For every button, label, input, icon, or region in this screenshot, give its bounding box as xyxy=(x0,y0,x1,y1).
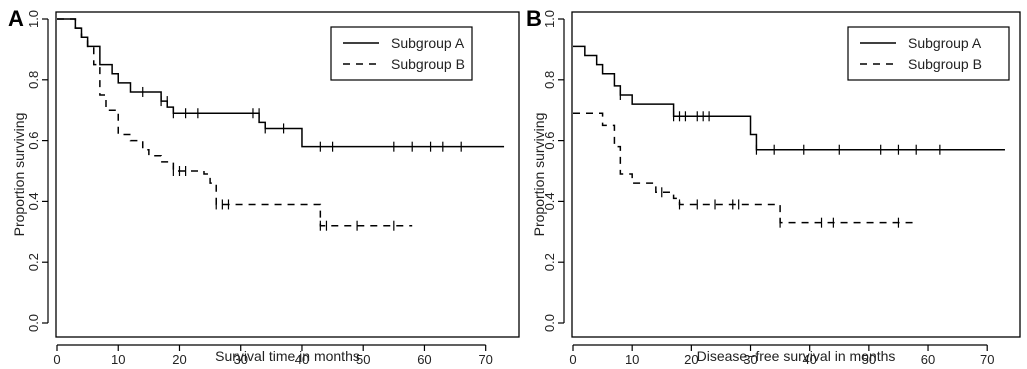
x-tick-label: 70 xyxy=(478,352,492,367)
x-tick-label: 50 xyxy=(356,352,370,367)
series-subgroup-b xyxy=(57,18,413,231)
y-tick-label: 0.6 xyxy=(26,132,41,150)
legend-label: Subgroup B xyxy=(908,56,982,72)
x-tick-label: 30 xyxy=(233,352,247,367)
panel-b: B 0.0 0.2 0.4 0.6 0.8 1.0 0 10 20 30 40 50 60 70 Diseas… xyxy=(526,6,1021,367)
y-tick-label: 0.8 xyxy=(26,71,41,89)
x-tick-label: 10 xyxy=(625,352,639,367)
x-tick-label: 40 xyxy=(295,352,309,367)
x-tick-label: 30 xyxy=(743,352,757,367)
panel-a: A 0.0 0.2 0.4 0.6 0.8 1.0 0 10 20 30 40 50 60 70 Surviv… xyxy=(8,6,520,367)
y-axis-title: Proportion surviving xyxy=(531,113,547,237)
legend: Subgroup A Subgroup B xyxy=(847,26,1010,81)
y-tick-label: 1.0 xyxy=(26,10,41,28)
legend: Subgroup A Subgroup B xyxy=(330,26,473,81)
panel-letter: A xyxy=(8,6,24,31)
plot-frame xyxy=(55,11,520,338)
legend-label: Subgroup A xyxy=(391,35,465,51)
x-tick-label: 40 xyxy=(802,352,816,367)
km-curve xyxy=(57,18,413,227)
x-tick-label: 70 xyxy=(980,352,994,367)
legend-label: Subgroup B xyxy=(391,56,465,72)
series-subgroup-b xyxy=(573,112,917,228)
y-tick-label: 0.4 xyxy=(26,192,41,210)
legend-box xyxy=(330,26,473,81)
km-curve xyxy=(573,112,917,224)
panel-letter: B xyxy=(526,6,542,31)
x-tick-label: 20 xyxy=(684,352,698,367)
y-tick-label: 0.8 xyxy=(542,71,557,89)
series-subgroup-a xyxy=(573,45,1005,155)
plot-frame xyxy=(571,11,1021,338)
legend-label: Subgroup A xyxy=(908,35,982,51)
x-axis-title: Survival time in months xyxy=(215,348,360,364)
x-axis-title: Disease−free survival in months xyxy=(697,348,896,364)
y-tick-label: 0.4 xyxy=(542,192,557,210)
x-tick-label: 0 xyxy=(569,352,576,367)
x-tick-label: 10 xyxy=(111,352,125,367)
x-tick-label: 60 xyxy=(921,352,935,367)
legend-box xyxy=(847,26,1010,81)
y-tick-label: 0.6 xyxy=(542,132,557,150)
y-tick-label: 0.0 xyxy=(542,314,557,332)
x-tick-label: 0 xyxy=(53,352,60,367)
y-tick-label: 0.2 xyxy=(26,253,41,271)
x-tick-label: 60 xyxy=(417,352,431,367)
x-tick-label: 50 xyxy=(862,352,876,367)
y-tick-label: 0.2 xyxy=(542,253,557,271)
y-tick-label: 0.0 xyxy=(26,314,41,332)
y-axis-title: Proportion surviving xyxy=(11,113,27,237)
x-tick-label: 20 xyxy=(172,352,186,367)
y-tick-label: 1.0 xyxy=(542,10,557,28)
